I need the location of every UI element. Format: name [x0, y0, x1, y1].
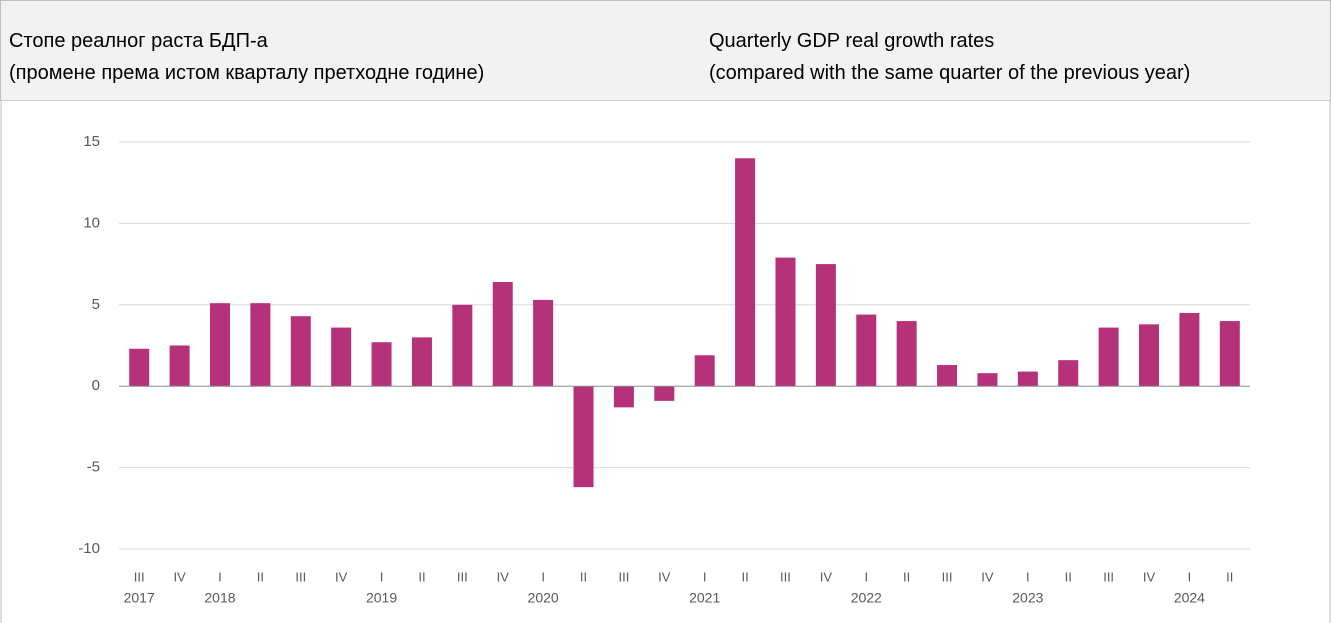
x-tick-label: IV	[1143, 569, 1156, 584]
year-label: 2022	[851, 590, 882, 606]
title-line: Стопе реалног раста БДП-а	[9, 30, 268, 52]
y-tick-label: 5	[92, 296, 100, 313]
year-label: 2020	[528, 590, 559, 606]
x-tick-label: III	[457, 569, 468, 584]
bar	[371, 342, 392, 387]
y-tick-label: 10	[83, 214, 100, 231]
bar	[250, 303, 271, 387]
year-label: 2024	[1174, 590, 1205, 606]
y-tick-label: 15	[83, 133, 100, 150]
bar	[856, 314, 877, 387]
x-tick-label: II	[741, 569, 748, 584]
bar	[331, 327, 352, 387]
x-tick-label: IV	[658, 569, 671, 584]
x-tick-label: III	[942, 569, 953, 584]
year-label: 2023	[1012, 590, 1043, 606]
bar	[775, 257, 796, 387]
bar	[815, 264, 836, 387]
subtitle-line: (compared with the same quarter of the p…	[709, 62, 1191, 84]
x-tick-label: IV	[497, 569, 510, 584]
x-tick-label: IV	[981, 569, 994, 584]
x-tick-label: II	[257, 569, 264, 584]
bar	[1219, 321, 1240, 387]
x-tick-label: IV	[335, 569, 348, 584]
bar	[492, 282, 513, 387]
x-tick-label: II	[903, 569, 910, 584]
bar	[613, 386, 634, 408]
x-tick-label: III	[1103, 569, 1114, 584]
x-tick-label: III	[134, 569, 145, 584]
header: Стопе реалног раста БДП-а (промене према …	[0, 0, 1331, 101]
bar	[129, 348, 150, 387]
year-label: 2021	[689, 590, 720, 606]
bar	[452, 304, 473, 387]
bar	[654, 386, 675, 401]
subtitle-line: (промене према истом кварталу претходне …	[9, 62, 485, 84]
x-tick-label: I	[541, 569, 545, 584]
bar	[735, 158, 756, 387]
bar	[1179, 312, 1200, 387]
bar	[937, 365, 958, 387]
x-tick-label: I	[864, 569, 868, 584]
bar	[169, 345, 190, 387]
x-tick-label: II	[418, 569, 425, 584]
x-tick-label: II	[1065, 569, 1072, 584]
bar	[533, 299, 554, 387]
bar	[1058, 360, 1079, 387]
title-sr: Стопе реалног раста БДП-а (промене према …	[9, 25, 484, 89]
year-label: 2017	[124, 590, 155, 606]
x-tick-label: I	[1026, 569, 1030, 584]
x-tick-label: I	[1188, 569, 1192, 584]
title-en: Quarterly GDP real growth rates (compared…	[709, 25, 1190, 89]
x-tick-label: IV	[820, 569, 833, 584]
bar	[1139, 324, 1160, 387]
bar	[977, 373, 998, 387]
title-line: Quarterly GDP real growth rates	[709, 30, 995, 52]
bar	[896, 321, 917, 387]
y-tick-label: -10	[78, 540, 100, 557]
bar	[411, 337, 432, 387]
x-tick-label: I	[218, 569, 222, 584]
x-tick-label: II	[580, 569, 587, 584]
bar	[573, 386, 594, 488]
bar	[1098, 327, 1119, 387]
x-tick-label: III	[618, 569, 629, 584]
y-tick-label: -5	[87, 459, 100, 476]
bar	[694, 355, 715, 387]
year-label: 2018	[204, 590, 235, 606]
x-tick-label: III	[295, 569, 306, 584]
x-tick-label: IV	[173, 569, 186, 584]
year-label: 2019	[366, 590, 397, 606]
bar	[290, 316, 311, 387]
bar	[1017, 371, 1038, 387]
x-tick-label: II	[1226, 569, 1233, 584]
x-tick-label: III	[780, 569, 791, 584]
y-tick-label: 0	[92, 377, 100, 394]
bar	[209, 303, 230, 387]
x-tick-label: I	[380, 569, 384, 584]
x-tick-label: I	[703, 569, 707, 584]
